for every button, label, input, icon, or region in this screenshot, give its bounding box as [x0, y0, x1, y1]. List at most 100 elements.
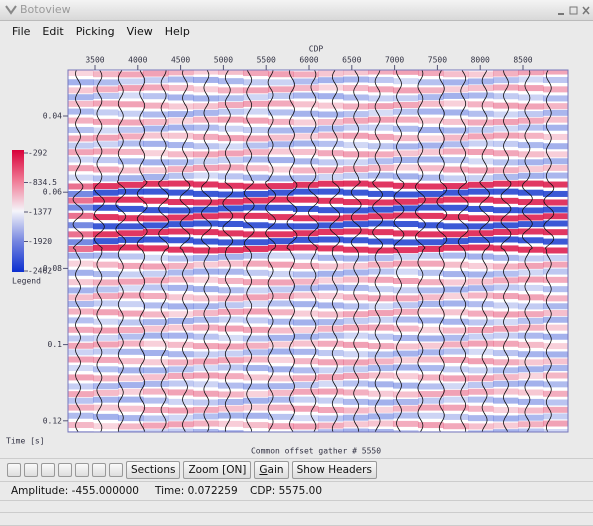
amplitude-band [318, 125, 344, 132]
menu-item[interactable]: Picking [75, 24, 115, 38]
amplitude-band [543, 86, 568, 93]
amplitude-band [193, 133, 219, 140]
amplitude-band [443, 183, 469, 190]
amplitude-band [318, 167, 344, 174]
toolbar-button[interactable]: Sections [126, 460, 181, 479]
amplitude-band [443, 356, 469, 363]
amplitude-band [443, 375, 469, 382]
menu-item[interactable]: View [126, 24, 153, 38]
amplitude-band [318, 150, 344, 157]
amplitude-band [293, 278, 319, 285]
playback-button[interactable] [92, 462, 106, 477]
amplitude-band [518, 414, 544, 421]
amplitude-band [443, 157, 469, 164]
amplitude-band [68, 356, 94, 363]
amplitude-band [418, 127, 444, 134]
amplitude-band [268, 286, 294, 293]
amplitude-band [293, 92, 319, 99]
amplitude-band [243, 222, 269, 229]
playback-button[interactable] [109, 462, 123, 477]
y-axis-label: Time [s] [6, 437, 45, 446]
amplitude-readout: Amplitude: -455.000000 [11, 485, 139, 497]
amplitude-band [118, 388, 144, 395]
amplitude-band [268, 100, 294, 107]
amplitude-band [393, 173, 419, 180]
amplitude-band [468, 215, 494, 222]
amplitude-band [218, 364, 244, 371]
menu-item[interactable]: Help [164, 24, 190, 38]
amplitude-band [118, 358, 144, 365]
amplitude-band [193, 220, 219, 227]
toolbar-button[interactable]: Show Headers [291, 460, 377, 479]
amplitude-band [318, 367, 344, 374]
amplitude-band [168, 94, 194, 101]
amplitude-band [418, 294, 444, 301]
amplitude-band [468, 188, 494, 195]
amplitude-band [343, 303, 369, 310]
amplitude-band [218, 343, 244, 350]
menu-item[interactable]: File [12, 24, 31, 38]
amplitude-band [493, 415, 519, 422]
amplitude-band [193, 413, 219, 420]
playback-button[interactable] [7, 462, 21, 477]
amplitude-band [168, 303, 194, 310]
amplitude-band [143, 388, 169, 395]
amplitude-band [493, 374, 519, 381]
menu-item[interactable]: Edit [42, 24, 64, 38]
amplitude-band [443, 79, 469, 86]
wiggle-trace [393, 70, 405, 432]
amplitude-band [543, 206, 568, 213]
amplitude-band [243, 391, 269, 398]
playback-button[interactable] [75, 462, 89, 477]
amplitude-band [168, 398, 194, 405]
amplitude-band [368, 116, 394, 123]
toolbar-button[interactable]: Gain [254, 460, 289, 479]
amplitude-band [443, 231, 469, 238]
amplitude-band [193, 109, 219, 116]
amplitude-band [168, 117, 194, 124]
toolbar-button[interactable]: Zoom [ON] [183, 460, 252, 479]
wiggle-trace [286, 70, 298, 432]
amplitude-band [393, 373, 419, 380]
amplitude-band [93, 175, 119, 182]
amplitude-band [418, 349, 444, 356]
playback-button[interactable] [41, 462, 55, 477]
amplitude-band [393, 125, 419, 132]
amplitude-band [268, 300, 294, 307]
amplitude-band [293, 382, 319, 389]
amplitude-band [493, 150, 519, 157]
amplitude-band [343, 351, 369, 358]
playback-button[interactable] [24, 462, 38, 477]
amplitude-band [168, 311, 194, 318]
playback-button[interactable] [58, 462, 72, 477]
window-controls[interactable] [556, 5, 592, 17]
menu-bar: File Edit Picking View Help [0, 21, 593, 41]
amplitude-band [293, 140, 319, 147]
amplitude-band [68, 287, 94, 294]
amplitude-band [68, 197, 94, 204]
amplitude-band [318, 118, 344, 125]
amplitude-band [143, 245, 169, 252]
amplitude-band [293, 85, 319, 92]
amplitude-band [293, 175, 319, 182]
amplitude-band [543, 70, 568, 75]
amplitude-band [243, 79, 269, 86]
x-tick-label: 5500 [257, 56, 276, 65]
amplitude-band [193, 343, 219, 350]
amplitude-band [68, 404, 94, 411]
wiggle-trace [372, 70, 384, 432]
amplitude-band [93, 148, 119, 155]
amplitude-band [368, 199, 394, 206]
amplitude-band [293, 236, 319, 243]
amplitude-band [118, 396, 144, 403]
amplitude-band [368, 399, 394, 406]
amplitude-band [168, 359, 194, 366]
amplitude-band [143, 197, 169, 204]
amplitude-band [193, 86, 219, 93]
x-axis-label: CDP [309, 45, 324, 54]
amplitude-band [468, 271, 494, 278]
amplitude-band [118, 167, 144, 174]
amplitude-band [293, 262, 319, 269]
amplitude-band [393, 308, 419, 315]
amplitude-band [418, 142, 444, 149]
